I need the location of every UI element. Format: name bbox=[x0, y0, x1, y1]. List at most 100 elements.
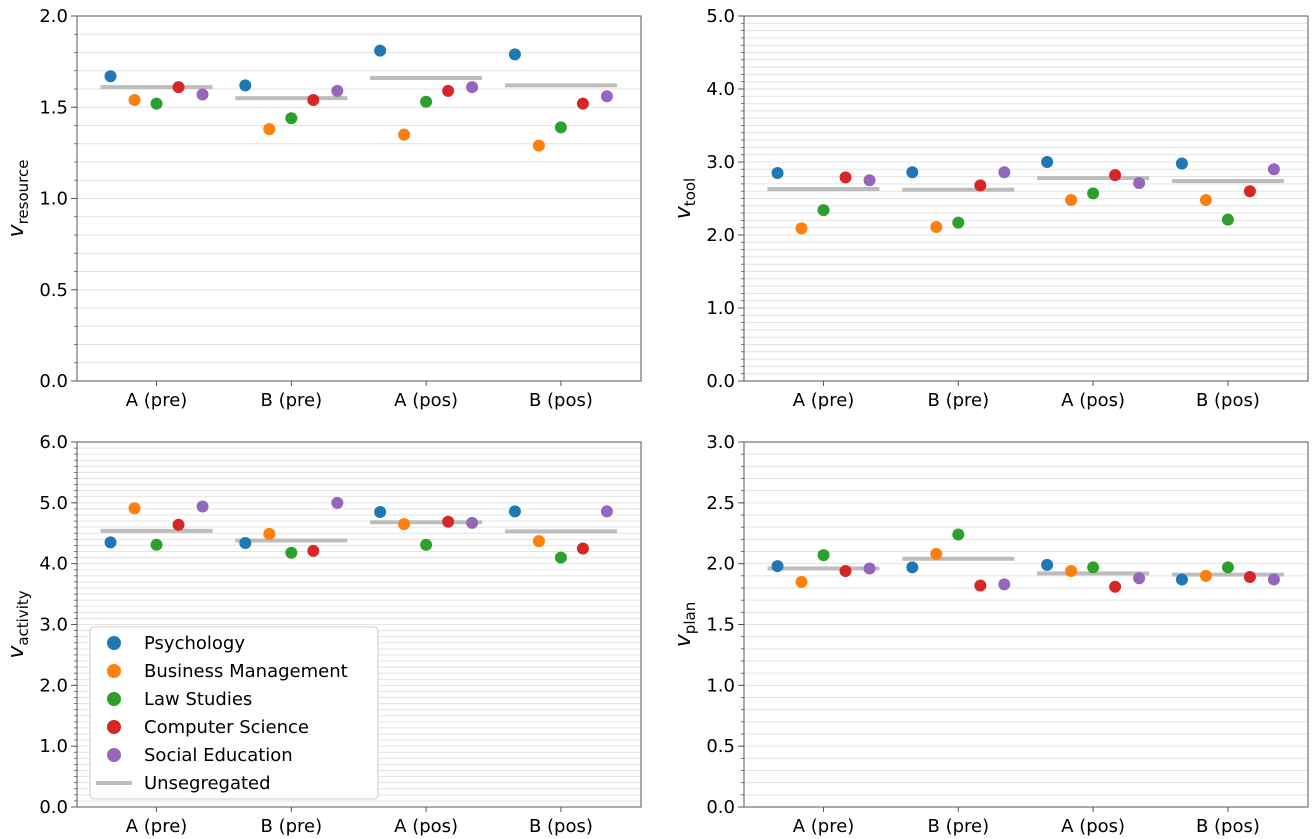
point-business-management bbox=[930, 547, 943, 560]
point-social-education bbox=[863, 174, 876, 187]
point-psychology bbox=[1041, 156, 1054, 168]
plot-frame bbox=[76, 15, 642, 382]
point-computer-science bbox=[974, 579, 987, 592]
point-social-education bbox=[1133, 572, 1146, 585]
point-social-education bbox=[466, 81, 479, 94]
point-social-education bbox=[998, 578, 1011, 591]
y-tick-label: 4.0 bbox=[706, 79, 735, 100]
x-tick-label: A (pos) bbox=[1061, 816, 1125, 837]
y-axis-label: vplan bbox=[671, 602, 699, 647]
point-business-management bbox=[930, 220, 943, 233]
point-business-management bbox=[1199, 569, 1212, 582]
legend-swatch-computer-science bbox=[107, 720, 121, 734]
y-tick-label: 3.0 bbox=[39, 615, 68, 636]
x-tick-label: A (pre) bbox=[793, 390, 855, 411]
point-psychology bbox=[508, 48, 521, 61]
subplot-2: 0.0 1.0 2.0 3.0 4.0 5.0 A (pre) B (pre) A (pos) B… bbox=[671, 6, 1309, 411]
point-law-studies bbox=[285, 546, 298, 559]
x-tick-label: B (pre) bbox=[928, 390, 990, 411]
point-law-studies bbox=[285, 112, 298, 125]
legend-label: Social Education bbox=[144, 745, 293, 766]
x-tick-label: A (pre) bbox=[793, 816, 855, 837]
point-psychology bbox=[1041, 558, 1054, 571]
y-tick-label: 1.0 bbox=[706, 298, 735, 319]
point-social-education bbox=[1133, 177, 1146, 190]
point-law-studies bbox=[952, 528, 965, 541]
y-tick-label: 4.0 bbox=[39, 554, 68, 575]
point-computer-science bbox=[442, 515, 455, 528]
x-tick-label: B (pre) bbox=[928, 816, 990, 837]
y-tick-label: 0.0 bbox=[706, 371, 735, 392]
legend-swatch-social-education bbox=[107, 748, 121, 762]
point-computer-science bbox=[307, 544, 320, 557]
point-social-education bbox=[331, 84, 344, 97]
point-computer-science bbox=[576, 97, 589, 110]
point-social-education bbox=[196, 500, 209, 513]
y-axis-label: vresource bbox=[4, 160, 32, 238]
point-computer-science bbox=[172, 81, 185, 94]
point-psychology bbox=[239, 79, 252, 92]
point-psychology bbox=[104, 536, 117, 549]
point-social-education bbox=[600, 90, 613, 103]
point-psychology bbox=[104, 70, 117, 83]
point-business-management bbox=[263, 527, 276, 540]
y-tick-label: 1.0 bbox=[39, 189, 68, 210]
y-tick-label: 1.5 bbox=[39, 97, 68, 118]
point-law-studies bbox=[952, 216, 965, 229]
point-computer-science bbox=[1109, 580, 1122, 593]
point-business-management bbox=[398, 518, 411, 531]
point-business-management bbox=[1065, 564, 1078, 577]
legend-swatch-psychology bbox=[107, 636, 121, 650]
point-computer-science bbox=[1243, 185, 1256, 198]
x-tick-label: A (pos) bbox=[1061, 390, 1125, 411]
x-tick-label: A (pre) bbox=[126, 390, 188, 411]
point-law-studies bbox=[1221, 561, 1234, 574]
point-social-education bbox=[196, 88, 209, 101]
y-tick-label: 6.0 bbox=[39, 432, 68, 453]
point-psychology bbox=[906, 166, 919, 179]
point-law-studies bbox=[554, 121, 567, 134]
y-axis-label: vactivity bbox=[4, 590, 32, 658]
point-social-education bbox=[331, 496, 344, 509]
legend-box bbox=[89, 626, 379, 800]
y-tick-label: 1.5 bbox=[706, 615, 735, 636]
plot-frame bbox=[743, 15, 1309, 382]
point-business-management bbox=[128, 93, 141, 106]
point-law-studies bbox=[420, 95, 433, 108]
y-tick-label: 0.5 bbox=[39, 280, 68, 301]
point-social-education bbox=[863, 562, 876, 575]
point-law-studies bbox=[554, 551, 567, 564]
point-social-education bbox=[466, 516, 479, 529]
y-tick-label: 2.0 bbox=[39, 675, 68, 696]
y-tick-label: 1.0 bbox=[706, 675, 735, 696]
y-tick-label: 2.0 bbox=[39, 6, 68, 27]
y-tick-label: 5.0 bbox=[39, 493, 68, 514]
y-axis-label-subscript: activity bbox=[14, 590, 32, 645]
point-law-studies bbox=[817, 549, 830, 562]
point-law-studies bbox=[150, 97, 163, 110]
point-computer-science bbox=[576, 542, 589, 555]
point-business-management bbox=[795, 575, 808, 588]
point-computer-science bbox=[839, 564, 852, 577]
point-computer-science bbox=[1109, 169, 1122, 182]
point-law-studies bbox=[1221, 213, 1234, 226]
y-tick-label: 2.0 bbox=[706, 554, 735, 575]
point-psychology bbox=[508, 505, 521, 518]
y-tick-label: 5.0 bbox=[706, 6, 735, 27]
point-psychology bbox=[374, 44, 387, 57]
legend-label: Computer Science bbox=[144, 717, 309, 738]
legend-label: Unsegregated bbox=[144, 773, 271, 794]
point-psychology bbox=[1175, 573, 1188, 586]
point-business-management bbox=[263, 123, 276, 136]
subplot-4: 0.0 0.5 1.0 1.5 2.0 2.5 3.0 A (pre) B (pre) A (po… bbox=[671, 432, 1309, 837]
y-axis-label-subscript: plan bbox=[681, 602, 699, 634]
plot-frame bbox=[743, 441, 1309, 808]
plot-frame bbox=[76, 441, 642, 808]
point-social-education bbox=[1267, 573, 1280, 586]
point-psychology bbox=[771, 560, 784, 573]
point-social-education bbox=[600, 505, 613, 518]
point-psychology bbox=[771, 166, 784, 179]
y-axis-label: vtool bbox=[671, 178, 699, 219]
legend-label: Psychology bbox=[144, 633, 245, 654]
legend: Psychology Business Management Law Studies… bbox=[89, 626, 379, 800]
